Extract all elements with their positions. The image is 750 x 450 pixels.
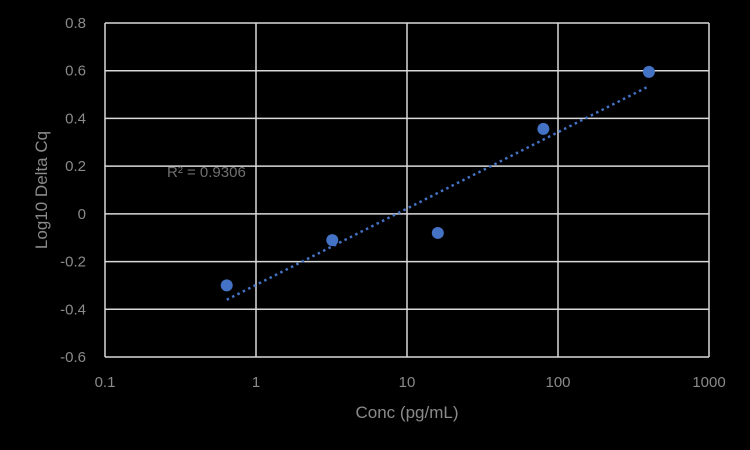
- y-tick-label: 0.8: [65, 15, 86, 32]
- y-axis-ticks: 0.8 0.6 0.4 0.2 0 -0.2 -0.4 -0.6: [60, 15, 86, 366]
- data-points: [220, 65, 655, 292]
- y-tick-label: 0: [78, 206, 86, 223]
- gridlines: [104, 22, 710, 358]
- x-tick-label: 1: [252, 374, 260, 391]
- x-tick-label: 10: [399, 374, 416, 391]
- y-tick-label: -0.6: [60, 349, 86, 366]
- trendline: [226, 85, 650, 301]
- y-axis-title: Log10 Delta Cq: [32, 131, 51, 249]
- y-tick-label: -0.2: [60, 254, 86, 271]
- y-tick-label: 0.4: [65, 110, 86, 127]
- data-point: [642, 65, 655, 78]
- y-tick-label: 0.6: [65, 63, 86, 80]
- data-point: [431, 226, 444, 239]
- x-axis-title: Conc (pg/mL): [356, 403, 459, 422]
- data-point: [326, 234, 339, 247]
- r-squared-label: R² = 0.9306: [167, 164, 246, 181]
- x-tick-label: 100: [545, 374, 570, 391]
- y-tick-label: 0.2: [65, 158, 86, 175]
- data-point: [537, 122, 550, 135]
- x-axis-ticks: 0.1 1 10 100 1000: [95, 374, 726, 391]
- data-point: [220, 279, 233, 292]
- y-tick-label: -0.4: [60, 301, 86, 318]
- x-tick-label: 1000: [692, 374, 725, 391]
- x-tick-label: 0.1: [95, 374, 116, 391]
